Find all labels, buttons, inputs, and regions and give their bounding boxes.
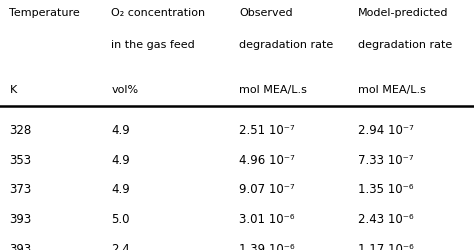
Text: 7.33 10⁻⁷: 7.33 10⁻⁷ [358, 153, 413, 166]
Text: 3.01 10⁻⁶: 3.01 10⁻⁶ [239, 212, 295, 225]
Text: 4.96 10⁻⁷: 4.96 10⁻⁷ [239, 153, 295, 166]
Text: 393: 393 [9, 212, 32, 225]
Text: 393: 393 [9, 242, 32, 250]
Text: 1.39 10⁻⁶: 1.39 10⁻⁶ [239, 242, 295, 250]
Text: 2.4: 2.4 [111, 242, 130, 250]
Text: degradation rate: degradation rate [358, 40, 452, 50]
Text: 328: 328 [9, 124, 32, 137]
Text: 2.51 10⁻⁷: 2.51 10⁻⁷ [239, 124, 295, 137]
Text: 2.94 10⁻⁷: 2.94 10⁻⁷ [358, 124, 414, 137]
Text: 9.07 10⁻⁷: 9.07 10⁻⁷ [239, 183, 295, 196]
Text: 2.43 10⁻⁶: 2.43 10⁻⁶ [358, 212, 413, 225]
Text: 4.9: 4.9 [111, 124, 130, 137]
Text: 373: 373 [9, 183, 32, 196]
Text: 353: 353 [9, 153, 32, 166]
Text: K: K [9, 85, 17, 95]
Text: Temperature: Temperature [9, 8, 80, 18]
Text: 1.35 10⁻⁶: 1.35 10⁻⁶ [358, 183, 413, 196]
Text: Observed: Observed [239, 8, 293, 18]
Text: Model-predicted: Model-predicted [358, 8, 448, 18]
Text: mol MEA/L.s: mol MEA/L.s [358, 85, 426, 95]
Text: degradation rate: degradation rate [239, 40, 334, 50]
Text: mol MEA/L.s: mol MEA/L.s [239, 85, 307, 95]
Text: O₂ concentration: O₂ concentration [111, 8, 206, 18]
Text: in the gas feed: in the gas feed [111, 40, 195, 50]
Text: 4.9: 4.9 [111, 153, 130, 166]
Text: 5.0: 5.0 [111, 212, 130, 225]
Text: 4.9: 4.9 [111, 183, 130, 196]
Text: 1.17 10⁻⁶: 1.17 10⁻⁶ [358, 242, 414, 250]
Text: vol%: vol% [111, 85, 138, 95]
